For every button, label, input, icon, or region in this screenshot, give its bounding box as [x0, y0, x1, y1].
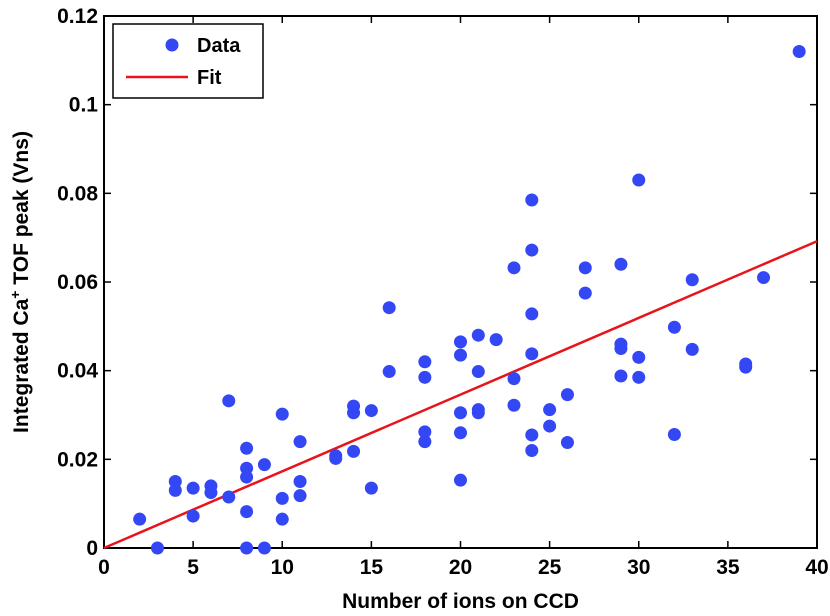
- data-point: [507, 398, 521, 412]
- data-point: [489, 333, 503, 347]
- data-point: [382, 301, 396, 315]
- data-point: [133, 512, 147, 526]
- data-point: [507, 372, 521, 386]
- legend-data-label: Data: [197, 35, 241, 57]
- data-point: [578, 286, 592, 300]
- x-tick-label: 10: [271, 556, 294, 579]
- data-point: [739, 360, 753, 374]
- x-tick-label: 35: [716, 556, 740, 579]
- data-point: [418, 355, 432, 369]
- data-point: [275, 512, 289, 526]
- data-point: [560, 435, 574, 449]
- data-point: [525, 428, 539, 442]
- x-tick-label: 5: [187, 556, 199, 579]
- y-tick-label: 0.06: [57, 271, 98, 294]
- data-point: [150, 541, 164, 555]
- x-tick-label: 15: [360, 556, 384, 579]
- data-point: [667, 320, 681, 334]
- data-series: [133, 44, 806, 555]
- data-point: [454, 335, 467, 349]
- y-axis-label-rest: TOF peak (Vns): [10, 131, 33, 290]
- data-point: [543, 403, 557, 417]
- data-point: [275, 407, 289, 421]
- data-point: [364, 481, 378, 495]
- data-point: [186, 509, 200, 523]
- data-point: [525, 307, 539, 321]
- data-point: [293, 489, 307, 503]
- x-tick-label: 30: [627, 556, 650, 579]
- x-tick-label: 40: [805, 556, 828, 579]
- data-point: [364, 404, 378, 418]
- y-tick-label: 0: [86, 537, 98, 560]
- data-point: [792, 44, 806, 58]
- data-point: [614, 342, 628, 355]
- data-point: [240, 470, 254, 484]
- data-point: [525, 347, 539, 361]
- data-point: [685, 342, 699, 356]
- data-point: [667, 428, 681, 442]
- y-tick-label: 0.02: [57, 448, 98, 471]
- data-point: [257, 458, 271, 472]
- data-point: [222, 490, 236, 504]
- y-axis: 0 0.02 0.04 0.06 0.08 0.1 0.12: [57, 5, 817, 560]
- data-point: [204, 486, 218, 500]
- data-point: [614, 257, 628, 271]
- data-point: [240, 441, 254, 455]
- data-point: [382, 365, 396, 379]
- x-tick-label: 0: [98, 556, 110, 579]
- data-point: [614, 369, 628, 383]
- data-point: [471, 328, 485, 342]
- data-point: [257, 541, 271, 555]
- legend-data-marker: [165, 38, 179, 52]
- data-point: [471, 406, 485, 420]
- x-tick-label: 25: [538, 556, 562, 579]
- data-point: [275, 491, 289, 505]
- x-tick-label: 20: [449, 556, 472, 579]
- y-tick-label: 0.08: [57, 182, 98, 205]
- data-point: [347, 444, 361, 458]
- data-point: [418, 435, 432, 449]
- data-point: [525, 243, 539, 257]
- data-point: [329, 451, 343, 465]
- data-point: [454, 348, 467, 362]
- data-point: [347, 406, 361, 420]
- data-point: [578, 261, 592, 275]
- data-point: [685, 273, 699, 287]
- data-point: [525, 193, 539, 207]
- y-axis-label: Integrated Ca+ TOF peak (Vns): [7, 131, 33, 433]
- y-tick-label: 0.1: [69, 94, 99, 117]
- data-point: [240, 541, 254, 555]
- data-point: [186, 481, 200, 495]
- data-point: [418, 425, 432, 439]
- data-point: [507, 261, 521, 275]
- data-point: [471, 365, 485, 379]
- data-point: [454, 473, 467, 487]
- legend: Data Fit: [112, 23, 264, 99]
- y-axis-label-main: Integrated Ca: [10, 298, 33, 433]
- data-point: [632, 173, 646, 187]
- data-point: [757, 271, 771, 285]
- data-point: [293, 475, 307, 488]
- data-point: [418, 370, 432, 384]
- data-point: [240, 505, 254, 519]
- data-point: [560, 388, 574, 402]
- legend-box: [112, 23, 264, 99]
- x-axis: 0 5 10 15 20 25 30 35 40: [98, 16, 829, 579]
- y-tick-label: 0.12: [57, 5, 98, 28]
- data-point: [293, 435, 307, 449]
- x-axis-label: Number of ions on CCD: [342, 590, 579, 613]
- y-tick-label: 0.04: [57, 360, 98, 383]
- legend-fit-label: Fit: [197, 67, 222, 89]
- data-point: [168, 483, 182, 497]
- data-point: [632, 370, 646, 384]
- data-point: [222, 394, 236, 408]
- data-point: [543, 419, 557, 433]
- data-point: [454, 406, 467, 420]
- data-point: [632, 350, 646, 364]
- y-axis-label-superscript: +: [7, 291, 23, 299]
- data-point: [454, 426, 467, 440]
- data-point: [525, 443, 539, 457]
